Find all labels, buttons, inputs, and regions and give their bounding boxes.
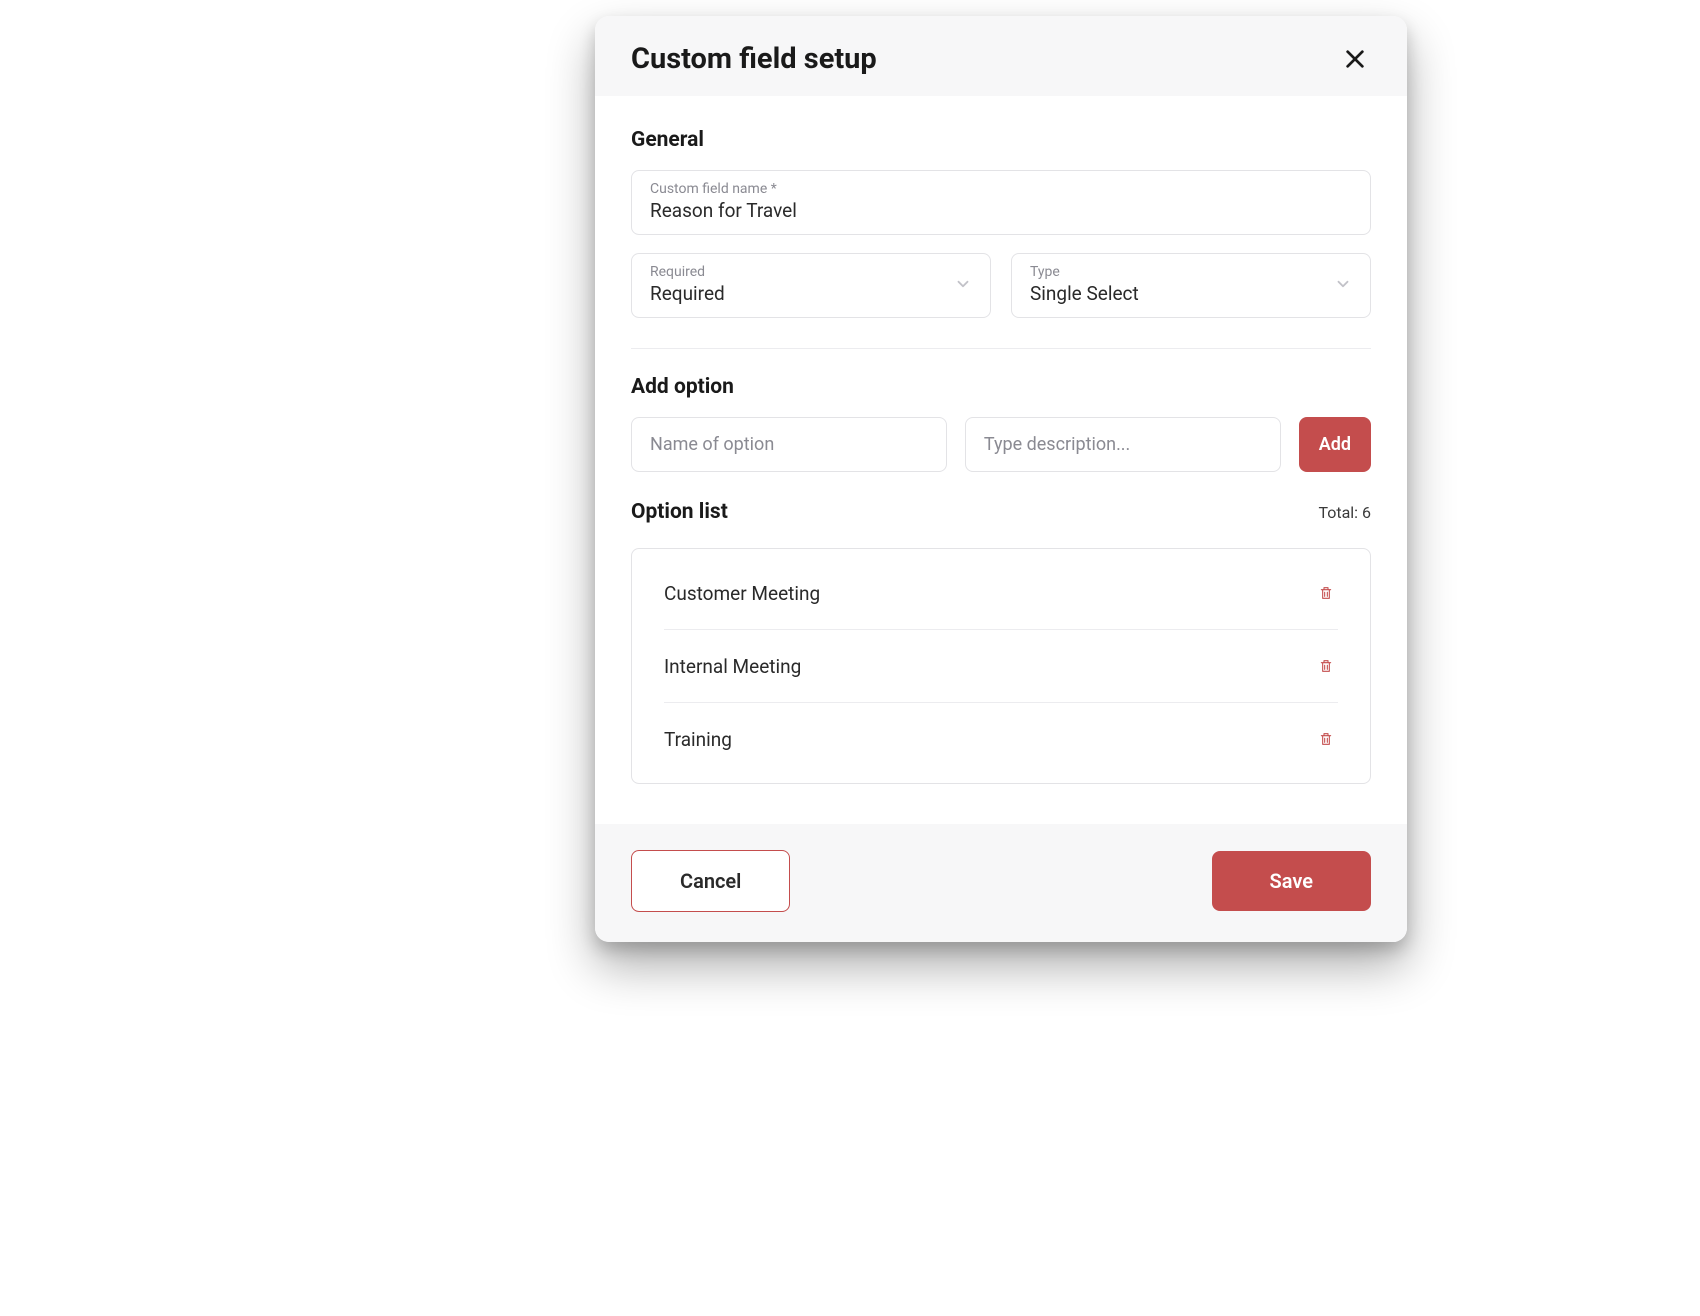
close-icon	[1344, 48, 1366, 70]
type-select[interactable]: Type Single Select	[1011, 253, 1371, 318]
option-list: Customer Meeting Internal Meeting Traini…	[631, 548, 1371, 784]
list-item: Customer Meeting	[664, 557, 1338, 630]
delete-option-button[interactable]	[1314, 727, 1338, 751]
trash-icon	[1318, 585, 1334, 601]
custom-field-name-field[interactable]: Custom field name *	[631, 170, 1371, 235]
required-value: Required	[650, 282, 972, 305]
custom-field-modal: Custom field setup General Custom field …	[595, 16, 1407, 942]
modal-body: General Custom field name * Required Req…	[595, 96, 1407, 824]
option-description-input[interactable]	[965, 417, 1281, 472]
delete-option-button[interactable]	[1314, 581, 1338, 605]
option-name-input[interactable]	[631, 417, 947, 472]
option-label: Internal Meeting	[664, 655, 801, 678]
add-option-row: Add	[631, 417, 1371, 472]
field-label: Required	[650, 264, 972, 280]
add-option-section-title: Add option	[631, 375, 1371, 399]
trash-icon	[1318, 658, 1334, 674]
list-item: Internal Meeting	[664, 630, 1338, 703]
divider	[631, 348, 1371, 349]
option-label: Customer Meeting	[664, 582, 820, 605]
modal-footer: Cancel Save	[595, 824, 1407, 942]
trash-icon	[1318, 731, 1334, 747]
save-button[interactable]: Save	[1212, 851, 1371, 911]
add-button[interactable]: Add	[1299, 417, 1371, 472]
option-total: Total: 6	[1318, 503, 1371, 522]
delete-option-button[interactable]	[1314, 654, 1338, 678]
option-label: Training	[664, 728, 732, 751]
close-button[interactable]	[1339, 43, 1371, 75]
required-select[interactable]: Required Required	[631, 253, 991, 318]
custom-field-name-input[interactable]	[650, 199, 1352, 222]
list-item: Training	[664, 703, 1338, 775]
modal-title: Custom field setup	[631, 42, 877, 76]
option-list-header: Option list Total: 6	[631, 500, 1371, 524]
chevron-down-icon	[954, 275, 972, 297]
type-value: Single Select	[1030, 282, 1352, 305]
cancel-button[interactable]: Cancel	[631, 850, 790, 912]
field-label: Type	[1030, 264, 1352, 280]
modal-header: Custom field setup	[595, 16, 1407, 96]
chevron-down-icon	[1334, 275, 1352, 297]
field-label: Custom field name *	[650, 181, 1352, 197]
general-section-title: General	[631, 128, 1371, 152]
option-list-section-title: Option list	[631, 500, 728, 524]
